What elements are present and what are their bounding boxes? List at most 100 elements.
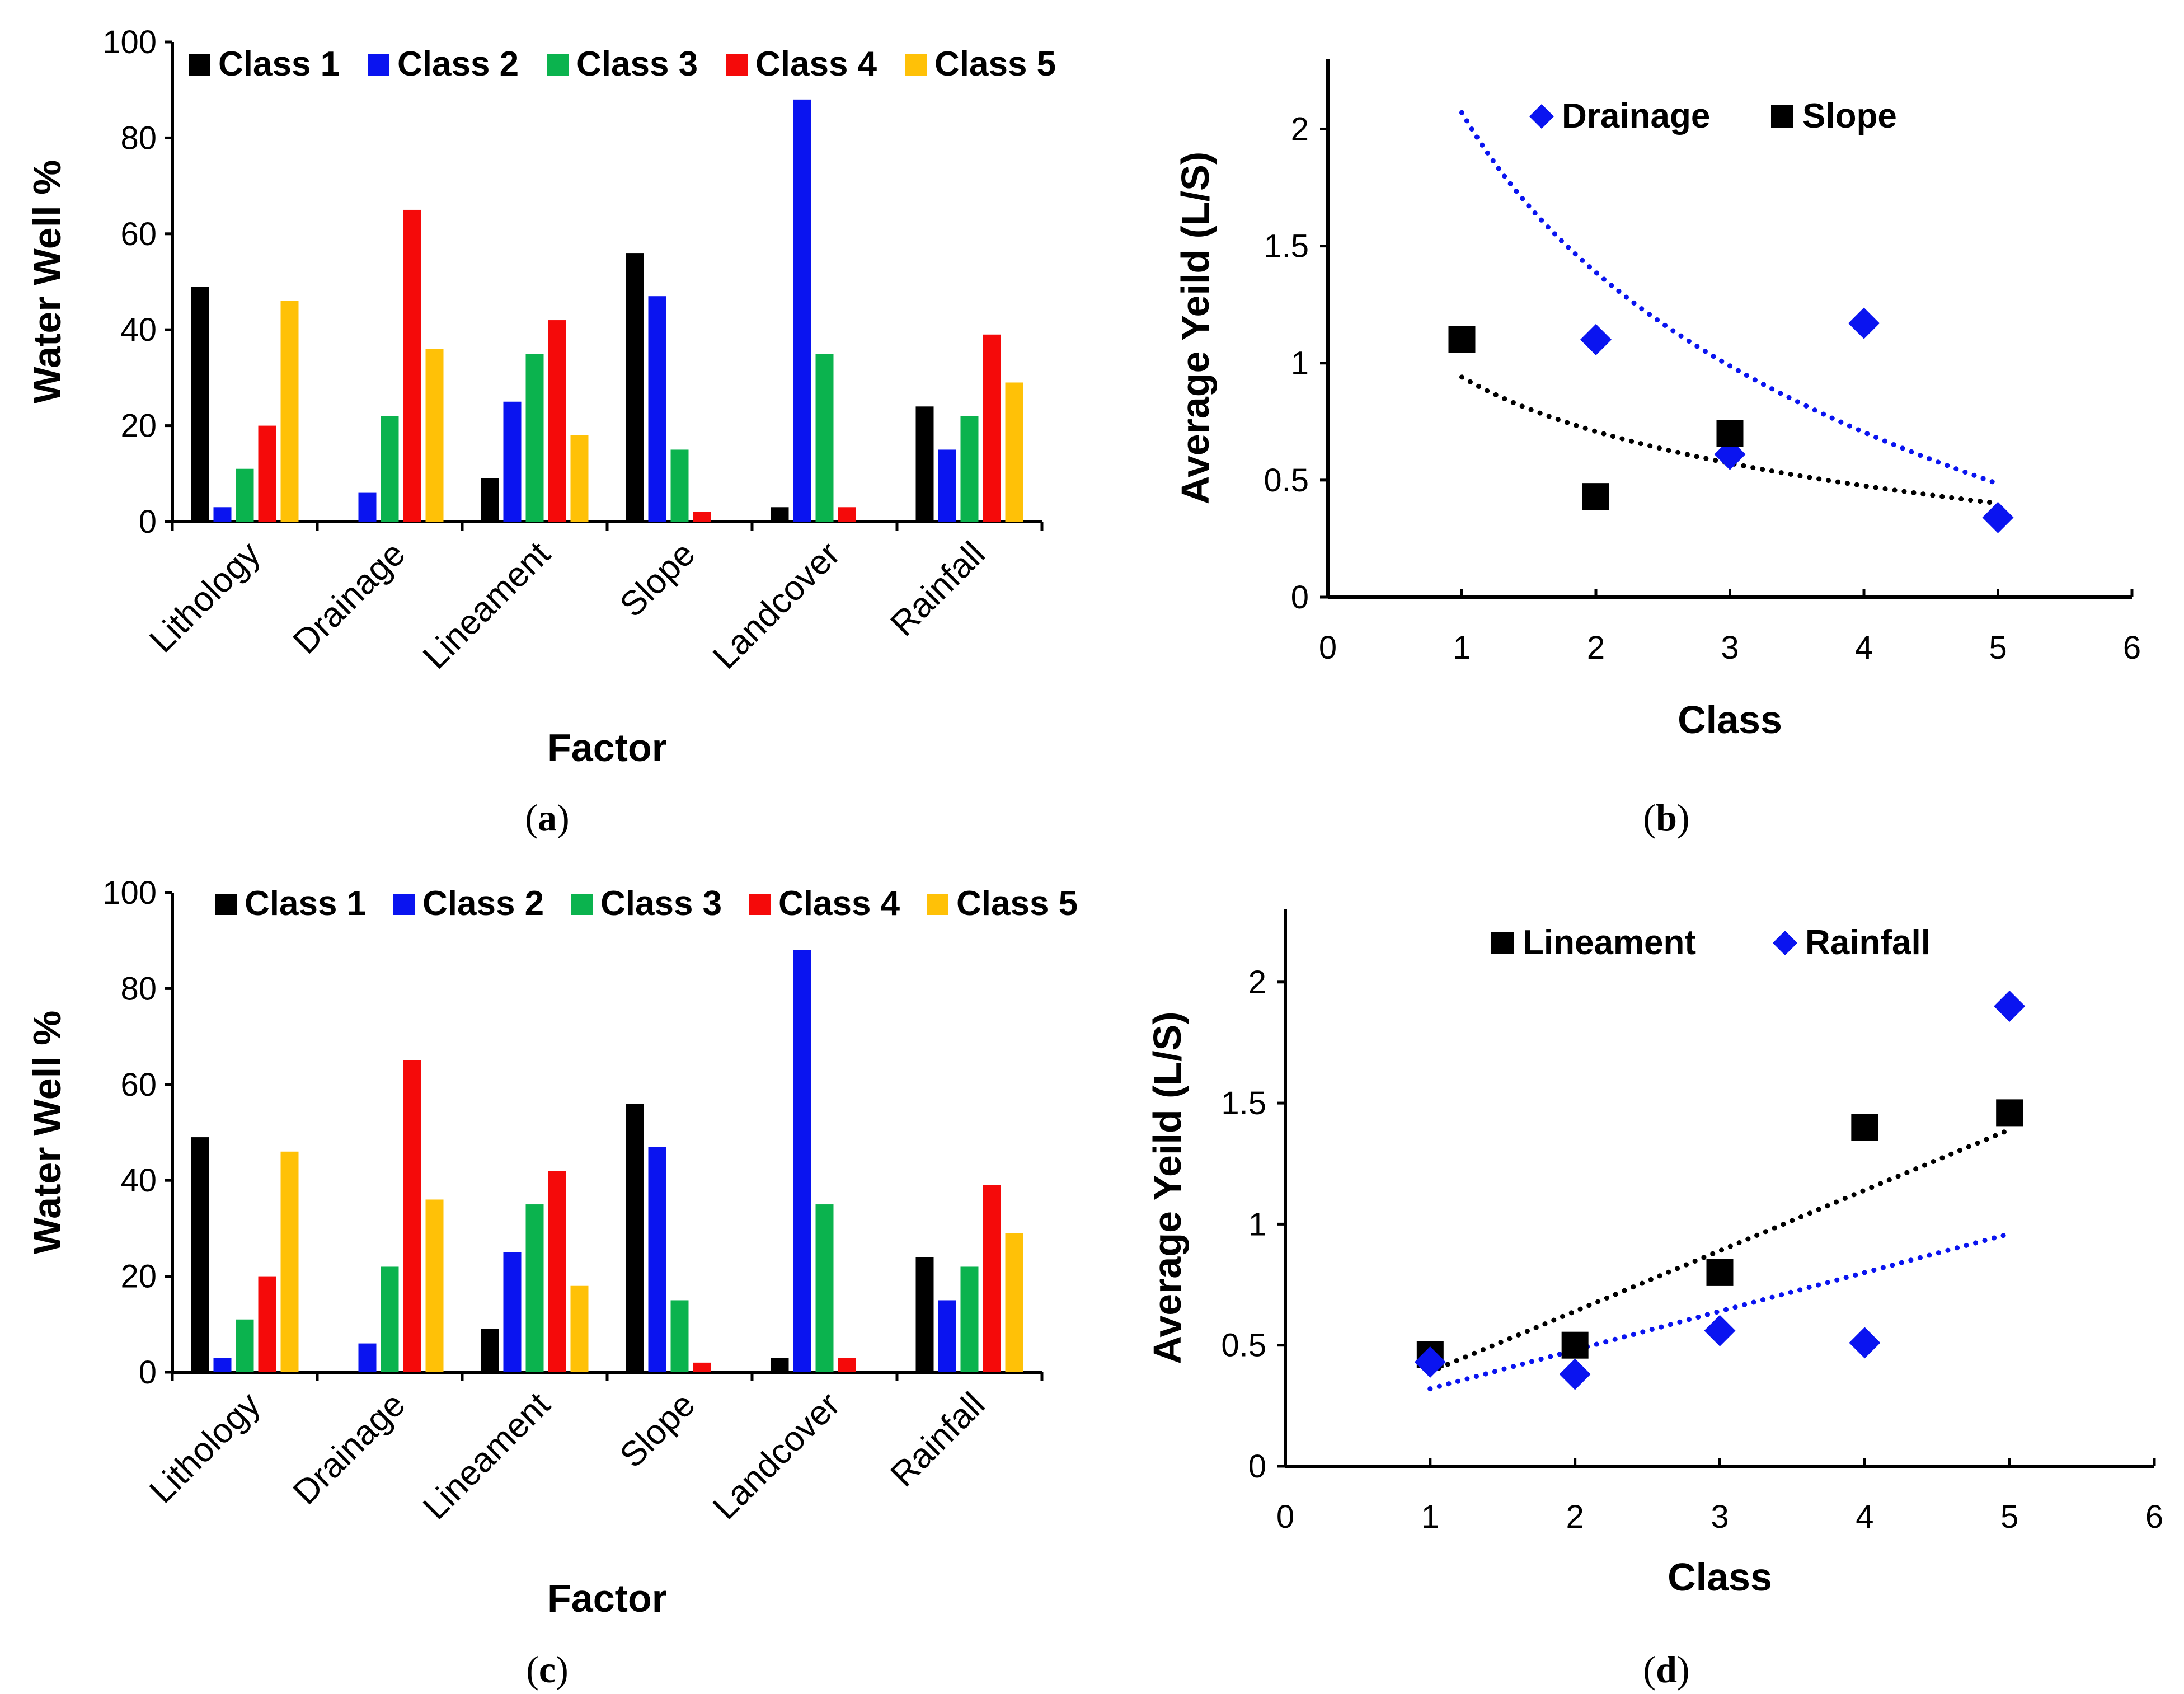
bar-class-4-slope xyxy=(693,512,711,522)
legend-marker-slope xyxy=(1771,105,1793,128)
point-drainage xyxy=(1982,501,2014,533)
legend-label: Class 4 xyxy=(755,45,877,83)
bar-class-2-rainfall xyxy=(938,449,956,522)
bar-class-4-lithology xyxy=(258,425,276,522)
x-tick-label: 3 xyxy=(1721,630,1739,666)
y-tick-label: 60 xyxy=(120,1067,157,1103)
panel-d-scatter-chart: 0 0.5 1 1.5 2 0 1 2 3 4 5 6 Average Yeild (L/S) Class… xyxy=(1145,909,2163,1599)
y-axis-title: Average Yeild (L/S) xyxy=(1173,152,1217,504)
bar-class-3-landcover xyxy=(815,1204,834,1372)
point-rainfall xyxy=(1414,1346,1446,1378)
y-tick-label: 0.5 xyxy=(1264,462,1309,499)
legend-label: Class 4 xyxy=(778,884,900,923)
point-slope xyxy=(1716,420,1744,447)
x-tick-label: 2 xyxy=(1587,630,1605,666)
bar-class-2-landcover xyxy=(793,950,811,1372)
bar-class-5-rainfall xyxy=(1005,382,1023,522)
y-tick-label: 20 xyxy=(120,1259,157,1295)
trendline-drainage xyxy=(1459,110,2000,486)
x-tick-label: 5 xyxy=(2000,1499,2018,1535)
legend-swatch-class-3 xyxy=(547,54,569,76)
y-tick-label: 60 xyxy=(120,216,157,252)
panel-label-b: (b) xyxy=(1643,796,1689,839)
y-tick-label: 0 xyxy=(139,504,157,540)
y-tick-label: 0 xyxy=(1291,579,1309,616)
y-tick-label: 2 xyxy=(1291,111,1309,147)
y-tick-label: 1.5 xyxy=(1221,1085,1266,1121)
y-axis-title: Water Well % xyxy=(25,1011,69,1255)
trendline-lineament xyxy=(1427,1127,2012,1374)
x-tick-label: 2 xyxy=(1566,1499,1584,1535)
point-drainage xyxy=(1580,323,1612,355)
bar-class-4-drainage xyxy=(403,1060,421,1372)
x-tick-label: 6 xyxy=(2123,630,2141,666)
x-axis-title: Factor xyxy=(547,726,667,769)
bar-class-1-slope xyxy=(626,253,644,522)
legend-marker-drainage xyxy=(1529,104,1554,129)
bar-class-3-rainfall xyxy=(960,416,979,522)
point-lineament xyxy=(1996,1099,2023,1127)
bar-class-3-slope xyxy=(670,449,689,522)
legend-label: Class 2 xyxy=(422,884,544,923)
bar-class-4-lithology xyxy=(258,1276,276,1372)
legend-swatch-class-1 xyxy=(215,894,237,915)
bar-class-1-lineament xyxy=(481,478,499,522)
x-tick-label: 0 xyxy=(1276,1499,1294,1535)
bar-class-2-drainage xyxy=(358,1343,377,1372)
bar-class-2-landcover xyxy=(793,99,811,522)
y-tick-label: 80 xyxy=(120,120,157,156)
point-rainfall xyxy=(1559,1358,1591,1390)
bar-class-2-lineament xyxy=(503,1252,522,1372)
point-lineament xyxy=(1851,1114,1878,1141)
bar-class-3-lithology xyxy=(236,468,254,522)
bar-class-5-lithology xyxy=(280,301,299,522)
bar-class-3-drainage xyxy=(381,416,399,522)
bar-class-2-drainage xyxy=(358,492,377,522)
y-tick-label: 1 xyxy=(1248,1206,1266,1242)
legend-swatch-class-2 xyxy=(393,894,415,915)
bar-class-4-rainfall xyxy=(983,1185,1001,1372)
bar-class-1-slope xyxy=(626,1104,644,1372)
bar-class-1-rainfall xyxy=(915,1257,934,1372)
point-rainfall xyxy=(1849,1327,1881,1359)
panel-b-scatter-chart: 0 0.5 1 1.5 2 0 1 2 3 4 5 6 Average Yeild (L/S) Class… xyxy=(1173,59,2141,742)
point-drainage xyxy=(1848,307,1880,339)
trendline-slope xyxy=(1459,374,2000,506)
bar-class-2-rainfall xyxy=(938,1300,956,1372)
legend-label: Rainfall xyxy=(1805,923,1931,962)
bar-class-5-rainfall xyxy=(1005,1233,1023,1372)
x-tick-label: 1 xyxy=(1421,1499,1439,1535)
legend-swatch-class-2 xyxy=(368,54,389,76)
x-axis-title: Factor xyxy=(547,1576,667,1620)
legend-label: Class 5 xyxy=(956,884,1078,923)
bar-class-4-slope xyxy=(693,1362,711,1372)
x-axis-title: Class xyxy=(1678,698,1782,742)
bar-class-1-rainfall xyxy=(915,406,934,522)
panel-label-d: (d) xyxy=(1643,1648,1689,1691)
y-tick-label: 20 xyxy=(120,408,157,444)
x-tick-label: 5 xyxy=(1989,630,2007,666)
bar-class-2-slope xyxy=(648,1147,666,1372)
bar-class-2-lineament xyxy=(503,401,522,522)
point-rainfall xyxy=(1704,1315,1736,1346)
bar-class-4-drainage xyxy=(403,209,421,522)
y-tick-label: 0.5 xyxy=(1221,1327,1266,1364)
bar-class-3-lithology xyxy=(236,1319,254,1372)
bar-class-3-lineament xyxy=(525,354,544,522)
point-rainfall xyxy=(1994,991,2026,1022)
bar-class-1-lithology xyxy=(191,1137,209,1372)
y-tick-label: 1.5 xyxy=(1264,228,1309,265)
panel-label-c: (c) xyxy=(526,1648,569,1691)
legend-label: Class 5 xyxy=(934,45,1056,83)
y-tick-label: 100 xyxy=(102,24,157,60)
legend-swatch-class-5 xyxy=(905,54,927,76)
legend-label: Class 1 xyxy=(218,45,340,83)
y-tick-label: 0 xyxy=(139,1354,157,1391)
bar-class-2-lithology xyxy=(213,1358,232,1372)
legend-label: Class 3 xyxy=(576,45,698,83)
y-tick-label: 100 xyxy=(102,875,157,911)
bar-class-4-lineament xyxy=(548,1171,566,1372)
y-tick-label: 40 xyxy=(120,1162,157,1199)
